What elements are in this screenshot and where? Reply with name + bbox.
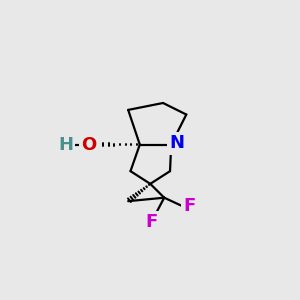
Text: F: F [184,197,196,215]
Text: N: N [169,134,184,152]
Text: H: H [58,136,73,154]
Text: O: O [81,136,96,154]
Text: F: F [145,213,158,231]
